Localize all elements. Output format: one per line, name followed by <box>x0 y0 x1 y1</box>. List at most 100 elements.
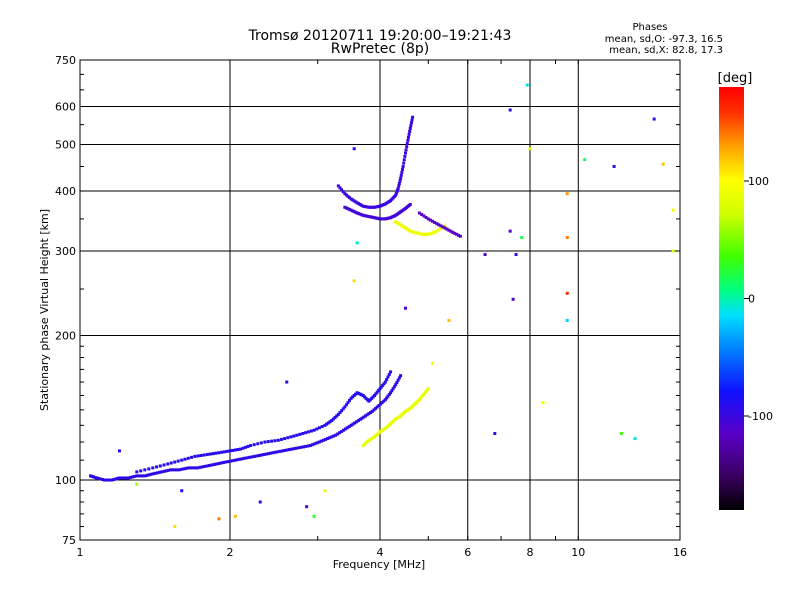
data-point <box>398 179 402 183</box>
data-point <box>352 394 356 398</box>
data-point <box>378 387 382 391</box>
data-point <box>143 468 147 472</box>
y-tick-label: 400 <box>55 185 76 198</box>
data-point <box>101 478 105 482</box>
data-point <box>326 437 330 441</box>
data-point <box>374 392 378 396</box>
data-point <box>162 469 166 473</box>
data-point <box>394 192 398 196</box>
x-tick-label: 8 <box>527 546 534 559</box>
data-point <box>262 453 266 457</box>
data-point <box>411 115 415 119</box>
colorbar <box>719 87 744 510</box>
data-point <box>439 224 443 228</box>
data-point <box>341 190 345 194</box>
chart-title: Tromsø 20120711 19:20:00–19:21:43 <box>248 28 512 44</box>
data-point <box>397 376 401 380</box>
data-point <box>298 432 302 436</box>
data-point <box>379 385 383 389</box>
x-tick-label: 4 <box>377 546 384 559</box>
data-point <box>348 196 352 200</box>
y-tick-label: 600 <box>55 101 76 114</box>
data-point <box>147 473 151 477</box>
x-tick-label: 1 <box>77 546 84 559</box>
data-point <box>208 463 212 467</box>
x-tick-label: 16 <box>673 546 687 559</box>
data-point <box>387 392 391 396</box>
data-point <box>120 476 124 480</box>
data-point <box>431 219 435 223</box>
data-point <box>124 476 128 480</box>
data-point <box>349 208 353 212</box>
data-point <box>173 468 177 472</box>
data-point <box>399 176 403 180</box>
data-point <box>367 412 371 416</box>
data-point <box>437 223 441 227</box>
data-point <box>330 435 334 439</box>
scatter-point <box>514 253 518 257</box>
data-point <box>264 452 268 456</box>
data-point <box>241 446 245 450</box>
scatter-point <box>312 514 316 518</box>
data-point <box>351 422 355 426</box>
data-point <box>369 411 373 415</box>
data-point <box>226 460 230 464</box>
data-point <box>214 451 218 455</box>
scatter-point <box>633 437 637 441</box>
data-point <box>385 378 389 382</box>
data-point <box>406 135 410 139</box>
scatter-point <box>352 147 356 151</box>
data-point <box>338 186 342 190</box>
data-point <box>97 476 101 480</box>
data-point <box>198 465 202 469</box>
data-point <box>319 439 323 443</box>
data-point <box>304 431 308 435</box>
data-point <box>346 207 350 211</box>
scatter-point <box>612 164 616 168</box>
data-point <box>404 148 408 152</box>
scatter-point <box>541 401 545 405</box>
data-point <box>302 445 306 449</box>
data-point <box>225 449 229 453</box>
data-point <box>292 447 296 451</box>
data-point <box>334 433 338 437</box>
data-point <box>341 407 345 411</box>
data-point <box>351 395 355 399</box>
data-point <box>363 414 367 418</box>
data-point <box>243 456 247 460</box>
scatter-point <box>508 229 512 233</box>
data-point <box>135 470 139 474</box>
data-point <box>433 220 437 224</box>
scatter-point <box>565 291 569 295</box>
scatter-point <box>525 83 529 87</box>
data-point <box>184 466 188 470</box>
scatter-point <box>508 108 512 112</box>
data-point <box>343 405 347 409</box>
data-point <box>203 464 207 468</box>
y-tick-label: 500 <box>55 139 76 152</box>
data-point <box>169 461 173 465</box>
data-points <box>89 83 675 529</box>
phases-stats-x: mean, sd,X: 82.8, 17.3 <box>609 45 723 56</box>
data-point <box>354 392 358 396</box>
data-point <box>382 399 386 403</box>
data-point <box>352 199 356 203</box>
data-point <box>435 229 439 233</box>
data-point <box>397 184 401 188</box>
data-point <box>147 467 151 471</box>
data-point <box>99 477 103 481</box>
data-point <box>386 375 390 379</box>
data-point <box>428 218 432 222</box>
phases-heading: Phases <box>632 22 667 33</box>
scatter-point <box>323 489 327 493</box>
data-point <box>269 451 273 455</box>
data-point <box>373 394 377 398</box>
data-point <box>348 398 352 402</box>
data-point <box>328 420 332 424</box>
axes-frame <box>79 59 681 541</box>
data-point <box>191 466 195 470</box>
scatter-point <box>217 517 221 521</box>
scatter-point <box>447 318 451 322</box>
data-point <box>403 151 407 155</box>
